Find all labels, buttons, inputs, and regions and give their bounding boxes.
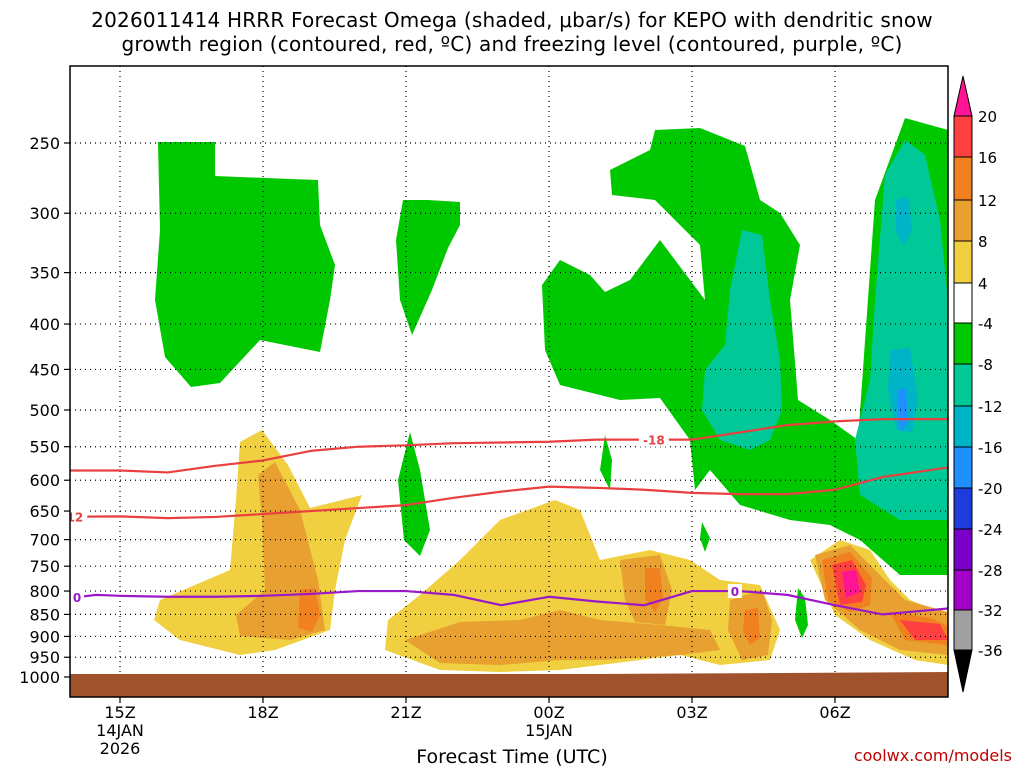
contour-label-bg — [638, 432, 669, 447]
colorbar-label: -16 — [978, 439, 1003, 457]
colorbar-label: -8 — [978, 356, 993, 374]
y-tick-label: 400 — [29, 315, 60, 334]
colorbar-swatch — [953, 282, 973, 324]
omega-area-green — [700, 522, 710, 552]
x-tick-label: 00Z — [533, 703, 564, 722]
y-tick-label: 750 — [29, 557, 60, 576]
colorbar-cap-bottom — [953, 649, 973, 693]
colorbar-label: 12 — [978, 192, 997, 210]
x-axis-label: Forecast Time (UTC) — [416, 746, 608, 768]
contour-label: 0 — [731, 585, 739, 599]
omega-area-cyan — [896, 196, 912, 246]
colorbar-label: -4 — [978, 315, 993, 333]
contour-line — [70, 589, 948, 616]
colorbar-label: -28 — [978, 562, 1003, 580]
omega-area-teal — [702, 230, 782, 450]
y-tick-label: 700 — [29, 531, 60, 550]
colorbar-swatch — [953, 609, 973, 651]
colorbar-label: -36 — [978, 642, 1003, 660]
colorbar-swatch — [953, 446, 973, 489]
omega-area-green — [155, 142, 335, 387]
y-tick-label: 450 — [29, 360, 60, 379]
y-tick-label: 250 — [29, 134, 60, 153]
credit-link[interactable]: coolwx.com/models — [853, 746, 1012, 765]
omega-area-blue — [898, 388, 908, 432]
y-tick-label: 950 — [29, 648, 60, 667]
omega-area-green — [795, 588, 808, 638]
colorbar-swatch — [953, 528, 973, 571]
y-tick-label: 300 — [29, 204, 60, 223]
plot-frame — [69, 65, 949, 698]
colorbar: 20 16 12 8 4 -4 -8 -12 -16 -20 -24 -28 -32 -36 — [953, 75, 1003, 693]
contour-label: -12 — [61, 511, 83, 525]
omega-shading — [154, 118, 948, 672]
chart-title-line-1: 2026011414 HRRR Forecast Omega (shaded, … — [91, 8, 933, 32]
colorbar-swatch — [953, 405, 973, 448]
x-tick-label: 03Z — [676, 703, 707, 722]
y-tick-label: 500 — [29, 401, 60, 420]
colorbar-label: 8 — [978, 233, 988, 251]
grid-lines — [70, 66, 948, 697]
omega-area-green — [398, 432, 430, 556]
omega-area-green — [396, 200, 460, 335]
colorbar-swatch — [953, 199, 973, 242]
chart-title: 2026011414 HRRR Forecast Omega (shaded, … — [0, 8, 1024, 56]
contour-label: 0 — [73, 591, 81, 605]
y-axis: 250 300 350 400 450 500 550 600 650 700 750 800 850 9… — [19, 134, 70, 687]
y-tick-label: 800 — [29, 582, 60, 601]
contour-label-bg — [727, 584, 742, 599]
contour-line — [70, 466, 948, 520]
y-tick-label: 350 — [29, 264, 60, 283]
x-tick-label: 15Z — [104, 703, 135, 722]
y-tick-label: 600 — [29, 471, 60, 490]
omega-area-red — [900, 620, 948, 640]
omega-area-green — [600, 435, 612, 490]
contour-label: -18 — [643, 434, 665, 448]
colorbar-swatch — [953, 156, 973, 201]
colorbar-swatch — [953, 240, 973, 284]
y-tick-label: 550 — [29, 438, 60, 457]
colorbar-label: 4 — [978, 275, 988, 293]
colorbar-label: -20 — [978, 480, 1003, 498]
x-tick-label: 18Z — [247, 703, 278, 722]
chart-title-line-2: growth region (contoured, red, ºC) and f… — [121, 32, 903, 56]
contour-lines: -18 -12 0 0 — [61, 418, 948, 616]
contour-label-bg — [70, 509, 88, 524]
y-tick-label: 850 — [29, 605, 60, 624]
colorbar-swatch — [953, 487, 973, 530]
contour-label-bg — [70, 590, 85, 605]
y-tick-label: 900 — [29, 627, 60, 646]
colorbar-swatch — [953, 363, 973, 407]
y-tick-label: 650 — [29, 502, 60, 521]
contour-line — [70, 418, 948, 474]
x-tick-sublabel: 15JAN — [525, 721, 573, 740]
x-tick-label: 21Z — [390, 703, 421, 722]
omega-area-orange — [405, 610, 720, 665]
omega-area-dark-orange — [298, 588, 320, 632]
colorbar-swatch — [953, 569, 973, 611]
colorbar-label: -24 — [978, 521, 1003, 539]
colorbar-label: 16 — [978, 149, 997, 167]
colorbar-label: -12 — [978, 398, 1003, 416]
ground-surface-top — [70, 672, 948, 697]
y-tick-label: 1000 — [19, 668, 60, 687]
colorbar-swatch — [953, 115, 973, 158]
omega-area-teal — [855, 140, 948, 520]
colorbar-swatch — [953, 322, 973, 365]
omega-area-dark-orange — [743, 608, 760, 645]
colorbar-cap-top — [953, 75, 973, 117]
x-tick-sublabel: 14JAN — [96, 721, 144, 740]
colorbar-label: 20 — [978, 108, 997, 126]
colorbar-label: -32 — [978, 602, 1003, 620]
x-tick-label: 06Z — [819, 703, 850, 722]
x-tick-sublabel: 2026 — [100, 739, 141, 758]
